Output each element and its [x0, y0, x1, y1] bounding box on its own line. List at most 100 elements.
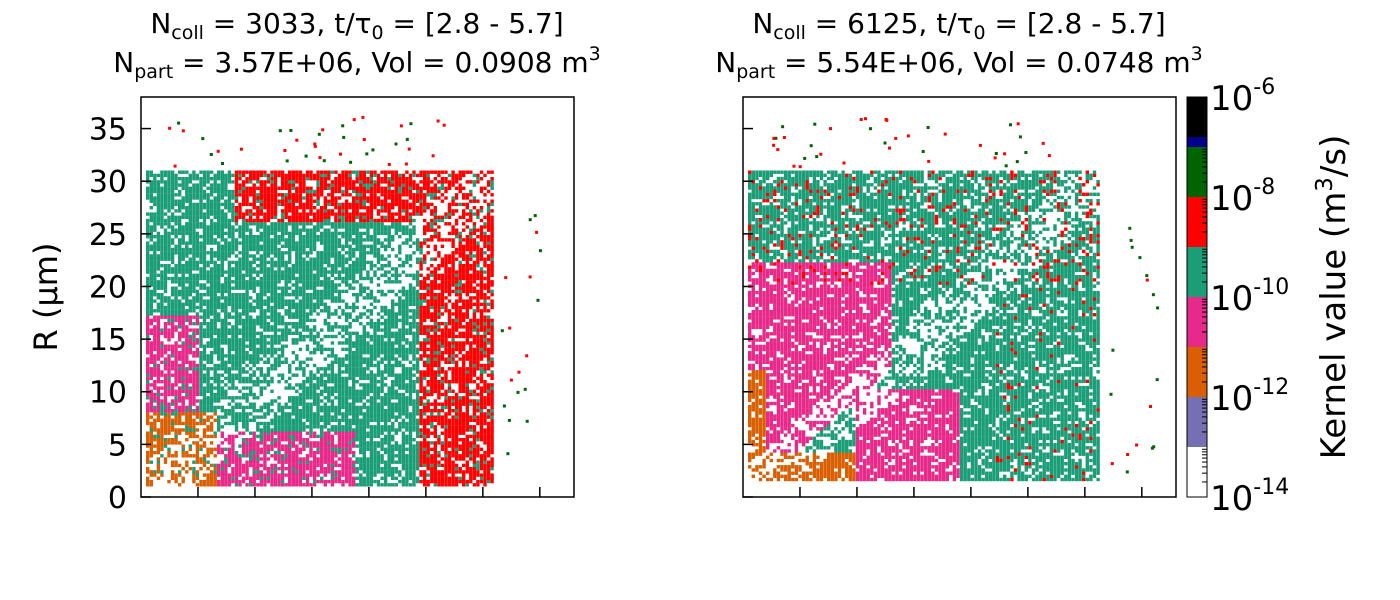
heatmap-cell [220, 470, 224, 474]
heatmap-cell [170, 441, 175, 445]
heatmap-cell [146, 299, 150, 303]
heatmap-cell [316, 212, 320, 216]
heatmap-cell [288, 177, 292, 181]
heatmap-cell [160, 473, 164, 477]
heatmap-cell [295, 470, 299, 474]
heatmap-cell [277, 405, 281, 410]
heatmap-cell [305, 425, 310, 429]
heatmap-cell [273, 183, 278, 187]
heatmap-cell [323, 270, 327, 274]
heatmap-cell [149, 454, 153, 458]
heatmap-cell [241, 405, 246, 410]
heatmap-cell [220, 347, 224, 352]
heatmap-cell [160, 418, 164, 422]
heatmap-cell [234, 189, 239, 194]
heatmap-cell [337, 325, 342, 329]
heatmap-cell [366, 296, 370, 300]
heatmap-cell [369, 380, 374, 384]
heatmap-cell [170, 383, 175, 387]
heatmap-cell [302, 409, 306, 413]
heatmap-cell [195, 225, 200, 229]
heatmap-cell [163, 196, 168, 200]
heatmap-cell [241, 286, 246, 290]
heatmap-cell [146, 309, 150, 313]
heatmap-cell [334, 264, 338, 268]
heatmap-cell [188, 367, 192, 371]
heatmap-cell [298, 254, 303, 258]
heatmap-cell [259, 280, 263, 284]
heatmap-cell [337, 186, 342, 190]
heatmap-cell [206, 415, 210, 419]
heatmap-cell [323, 186, 327, 190]
heatmap-cell [298, 438, 303, 442]
heatmap-cell [167, 421, 171, 426]
heatmap-cell [280, 238, 285, 242]
heatmap-cell [174, 463, 178, 468]
heatmap-cell [224, 463, 228, 468]
heatmap-cell [316, 463, 320, 468]
heatmap-cell [330, 476, 335, 480]
heatmap-cell [302, 270, 306, 274]
heatmap-cell [192, 431, 196, 435]
heatmap-cell [284, 386, 288, 390]
heatmap-cell [167, 315, 171, 319]
heatmap-cell [327, 199, 331, 203]
heatmap-cell [202, 376, 207, 381]
heatmap-cell [323, 254, 327, 258]
heatmap-cell [249, 228, 253, 232]
heatmap-cell [245, 260, 249, 265]
heatmap-cell [369, 225, 374, 229]
heatmap-cell [277, 421, 281, 426]
heatmap-cell [266, 370, 271, 374]
heatmap-cell [199, 254, 203, 258]
heatmap-cell [245, 447, 249, 451]
heatmap-cell [252, 344, 256, 348]
heatmap-cell [238, 235, 242, 239]
heatmap-cell [277, 341, 281, 345]
heatmap-cell [192, 328, 196, 332]
heatmap-cell [284, 193, 288, 197]
heatmap-cell [337, 238, 342, 242]
heatmap-cell [316, 376, 320, 381]
heatmap-cell [188, 363, 192, 368]
heatmap-cell [202, 322, 207, 326]
heatmap-cell [202, 254, 207, 258]
heatmap-cell [369, 199, 374, 203]
heatmap-cell [327, 222, 331, 226]
heatmap-cell [245, 450, 249, 455]
heatmap-cell [181, 196, 185, 200]
heatmap-cell [320, 415, 324, 419]
heatmap-cell [231, 405, 235, 410]
heatmap-cell [334, 431, 338, 435]
heatmap-cell [341, 257, 345, 261]
heatmap-cell [238, 273, 242, 277]
heatmap-cell [298, 170, 303, 174]
heatmap-cell [273, 438, 278, 442]
heatmap-cell [366, 463, 370, 468]
heatmap-cell [312, 193, 317, 197]
heatmap-cell [270, 334, 274, 339]
heatmap-cell [245, 286, 249, 290]
heatmap-cell [376, 289, 381, 294]
heatmap-cell [355, 351, 359, 355]
heatmap-cell [163, 254, 168, 258]
heatmap-cell [355, 396, 359, 400]
heatmap-cell [263, 376, 267, 381]
heatmap-cell [209, 209, 214, 213]
heatmap-cell [259, 238, 263, 242]
heatmap-cell [167, 328, 171, 332]
heatmap-cell [327, 202, 331, 207]
heatmap-cell [259, 409, 263, 413]
heatmap-cell [256, 199, 260, 203]
heatmap-cell [195, 470, 200, 474]
heatmap-cell [298, 425, 303, 429]
heatmap-cell [298, 302, 303, 306]
heatmap-cell [305, 467, 310, 471]
heatmap-cell [231, 476, 235, 480]
heatmap-cell [291, 421, 295, 426]
heatmap-cell [352, 354, 356, 358]
heatmap-cell [373, 354, 377, 358]
heatmap-cell [348, 479, 352, 484]
heatmap-cell [217, 425, 221, 429]
heatmap-cell [199, 286, 203, 290]
